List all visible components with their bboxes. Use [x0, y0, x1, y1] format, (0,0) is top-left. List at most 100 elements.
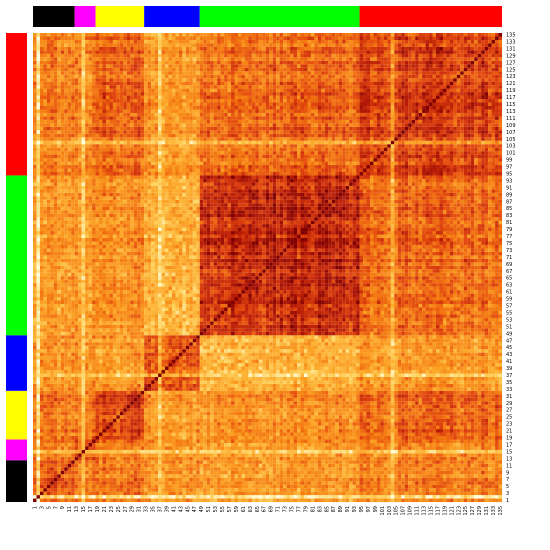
heatmap-cell [318, 394, 322, 398]
heatmap-cell [367, 457, 371, 461]
column-group-segment [96, 6, 145, 27]
heatmap-cell [485, 481, 489, 485]
heatmap-cell [92, 488, 96, 492]
heatmap-cell [464, 398, 468, 402]
heatmap-cell [96, 450, 100, 454]
heatmap-cell [273, 460, 277, 464]
heatmap-cell [141, 453, 145, 457]
heatmap-cell [311, 412, 315, 416]
heatmap-cell [262, 412, 266, 416]
heatmap-cell [311, 471, 315, 475]
heatmap-cell [457, 450, 461, 454]
heatmap-cell [151, 499, 155, 503]
heatmap-cell [245, 401, 249, 405]
heatmap-cell [234, 422, 238, 426]
heatmap-cell [297, 450, 301, 454]
heatmap-cell [426, 439, 430, 443]
heatmap-cell [207, 415, 211, 419]
heatmap-cell [408, 380, 412, 384]
heatmap-cell [450, 439, 454, 443]
heatmap-cell [151, 384, 155, 388]
heatmap-cell [241, 478, 245, 482]
heatmap-cell [276, 443, 280, 447]
heatmap-cell [57, 471, 61, 475]
heatmap-cell [224, 384, 228, 388]
heatmap-cell [443, 422, 447, 426]
heatmap-cell [252, 380, 256, 384]
heatmap-cell [214, 401, 218, 405]
heatmap-cell [245, 443, 249, 447]
heatmap-cell [189, 419, 193, 423]
heatmap-cell [464, 460, 468, 464]
heatmap-cell [210, 408, 214, 412]
heatmap-cell [217, 384, 221, 388]
heatmap-cell [203, 495, 207, 499]
heatmap-cell [162, 499, 166, 503]
heatmap-cell [321, 453, 325, 457]
heatmap-cell [443, 450, 447, 454]
heatmap-cell [318, 415, 322, 419]
heatmap-cell [61, 478, 65, 482]
heatmap-cell [148, 439, 152, 443]
heatmap-cell [36, 394, 40, 398]
heatmap-cell [148, 412, 152, 416]
heatmap-cell [134, 380, 138, 384]
heatmap-cell [394, 373, 398, 377]
heatmap-cell [148, 460, 152, 464]
heatmap-cell [228, 384, 232, 388]
heatmap-cell [255, 478, 259, 482]
heatmap-cell [200, 387, 204, 391]
heatmap-cell [224, 471, 228, 475]
heatmap-cell [387, 450, 391, 454]
heatmap-cell [269, 439, 273, 443]
heatmap-cell [68, 426, 72, 430]
heatmap-cell [450, 474, 454, 478]
heatmap-cell [102, 446, 106, 450]
heatmap-cell [245, 429, 249, 433]
heatmap-cell [123, 415, 127, 419]
heatmap-cell [450, 426, 454, 430]
heatmap-cell [307, 401, 311, 405]
heatmap-cell [255, 415, 259, 419]
heatmap-cell [85, 373, 89, 377]
heatmap-cell [478, 422, 482, 426]
heatmap-cell [492, 464, 496, 468]
heatmap-cell [446, 443, 450, 447]
heatmap-cell [433, 422, 437, 426]
heatmap-cell [269, 429, 273, 433]
heatmap-cell [47, 495, 51, 499]
heatmap-cell [123, 405, 127, 409]
heatmap-cell [321, 398, 325, 402]
heatmap-cell [228, 488, 232, 492]
heatmap-cell [255, 412, 259, 416]
heatmap-cell [158, 474, 162, 478]
heatmap-cell [439, 446, 443, 450]
heatmap-cell [262, 429, 266, 433]
heatmap-cell [50, 391, 54, 395]
heatmap-cell [203, 391, 207, 395]
heatmap-cell [241, 408, 245, 412]
heatmap-cell [214, 398, 218, 402]
heatmap-cell [370, 398, 374, 402]
heatmap-cell [85, 415, 89, 419]
heatmap-cell [467, 419, 471, 423]
heatmap-cell [162, 391, 166, 395]
heatmap-cell [248, 433, 252, 437]
heatmap-cell [64, 377, 68, 381]
heatmap-cell [259, 384, 263, 388]
heatmap-cell [228, 499, 232, 503]
heatmap-cell [363, 495, 367, 499]
heatmap-cell [165, 384, 169, 388]
heatmap-cell [499, 380, 503, 384]
heatmap-cell [346, 478, 350, 482]
heatmap-cell [196, 394, 200, 398]
heatmap-cell [179, 394, 183, 398]
heatmap-cell [304, 391, 308, 395]
heatmap-cell [182, 405, 186, 409]
heatmap-cell [429, 488, 433, 492]
heatmap-cell [168, 450, 172, 454]
heatmap-cell [380, 426, 384, 430]
heatmap-cell [485, 426, 489, 430]
heatmap-cell [207, 408, 211, 412]
heatmap-cell [36, 429, 40, 433]
